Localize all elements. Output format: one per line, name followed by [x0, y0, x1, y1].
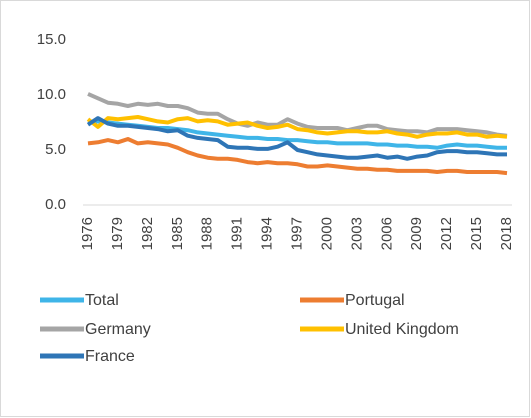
x-tick-label: 2000 — [318, 217, 335, 250]
x-tick-label: 1997 — [288, 217, 305, 250]
x-tick-label: 2018 — [498, 217, 515, 250]
legend-label: Portugal — [345, 292, 405, 309]
x-tick-label: 1979 — [109, 217, 126, 250]
y-tick-label: 5.0 — [45, 141, 66, 158]
y-tick-label: 0.0 — [45, 196, 66, 213]
line-series — [87, 92, 508, 138]
legend-label: Total — [85, 292, 119, 309]
line-series — [86, 115, 508, 139]
y-tick-label: 15.0 — [37, 31, 66, 48]
x-tick-label: 1988 — [199, 217, 216, 250]
line-series — [87, 137, 508, 176]
x-tick-label: 1976 — [79, 217, 96, 250]
x-tick-label: 2015 — [468, 217, 485, 250]
line-series — [86, 116, 507, 161]
legend-label: France — [85, 348, 135, 365]
x-tick-label: 2003 — [348, 217, 365, 250]
x-tick-label: 2009 — [408, 217, 425, 250]
x-tick-label: 1994 — [259, 217, 276, 250]
legend-label: United Kingdom — [345, 321, 459, 338]
x-tick-label: 1985 — [169, 217, 186, 250]
legend-label: Germany — [85, 321, 151, 338]
x-tick-label: 1982 — [139, 217, 156, 250]
x-tick-label: 2006 — [378, 217, 395, 250]
x-tick-label: 1991 — [229, 217, 246, 250]
x-tick-label: 2012 — [438, 217, 455, 250]
y-tick-label: 10.0 — [37, 86, 66, 103]
